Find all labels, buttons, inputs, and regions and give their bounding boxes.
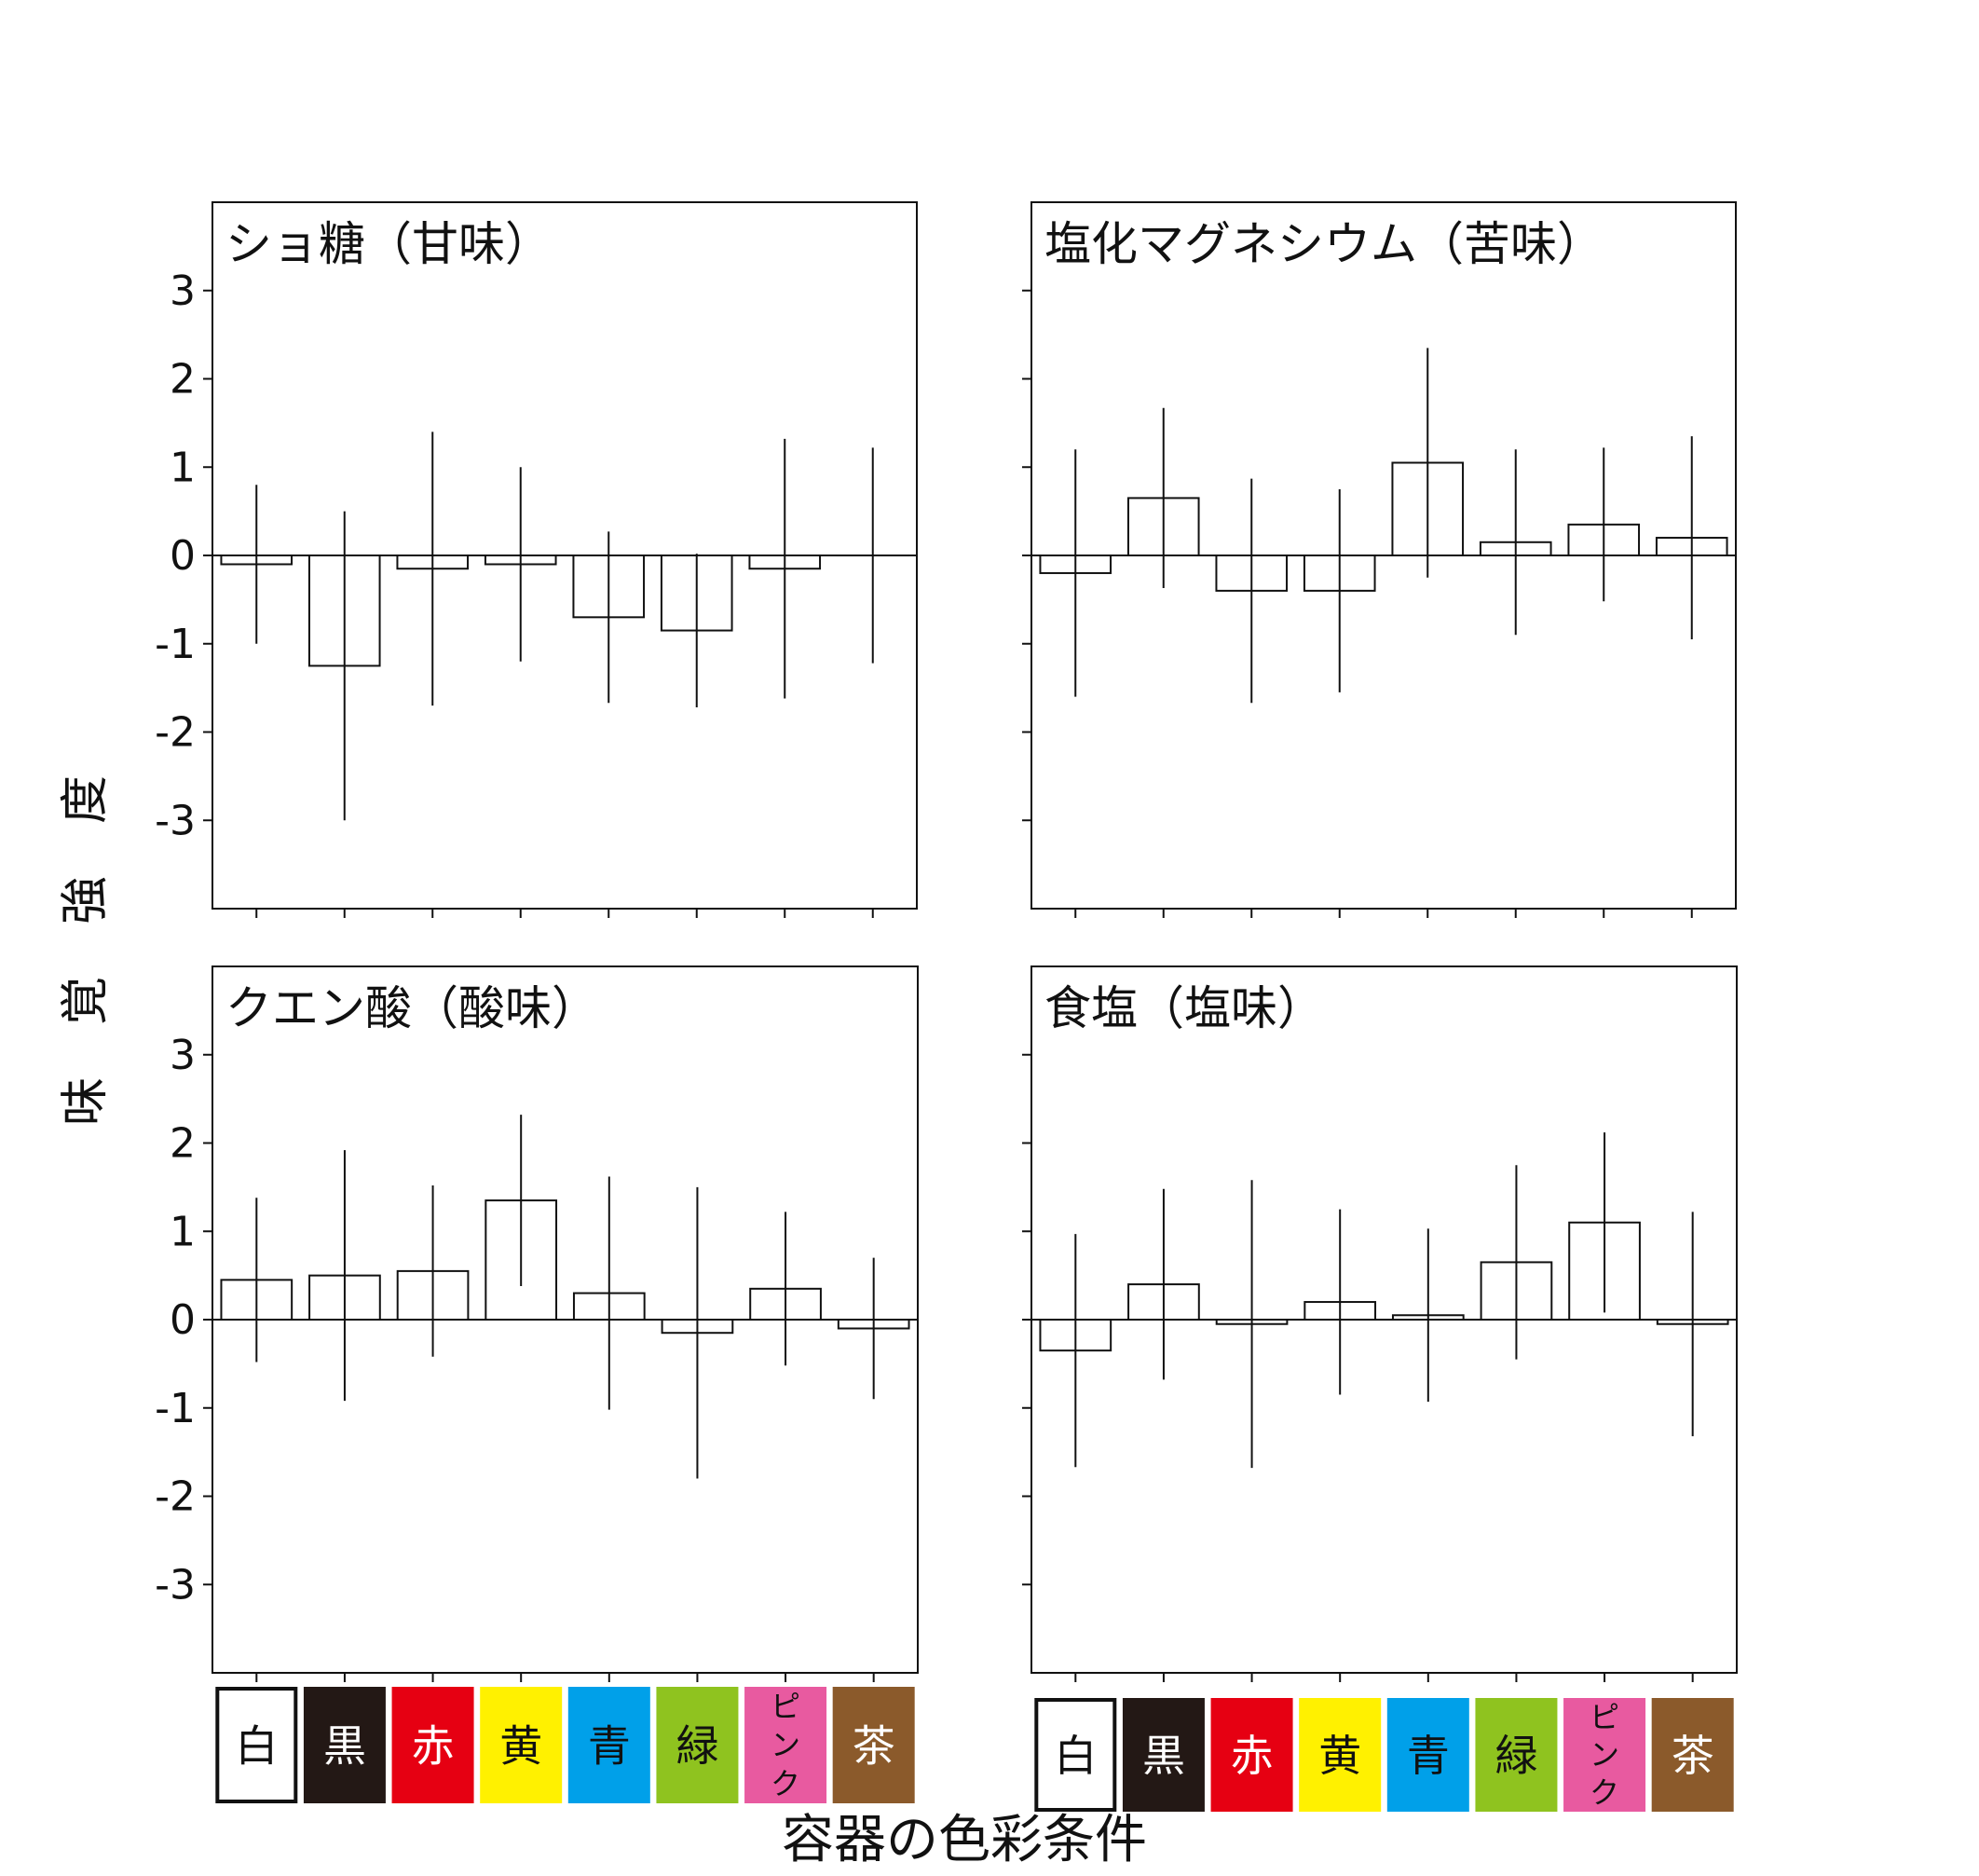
y-axis-label: 味覚強度	[58, 723, 114, 1126]
panel-title: 食塩（塩味）	[1044, 981, 1324, 1035]
y-tick-label: -3	[155, 1561, 196, 1609]
x-axis-label: 容器の色彩条件	[782, 1810, 1147, 1870]
swatch-label: 緑	[676, 1721, 718, 1772]
panel-1: -3 -2 -1 0 1 2 3 ショ糖（甘味）	[155, 201, 918, 918]
swatch-label: 赤	[1231, 1731, 1274, 1781]
swatch-茶	[832, 1687, 915, 1803]
swatch-label: 黒	[1142, 1731, 1185, 1781]
y-tick-label: 2	[170, 356, 196, 404]
swatch-茶	[1651, 1698, 1734, 1812]
panel-4: 食塩（塩味）	[1022, 965, 1738, 1682]
swatch-label: 黄	[1318, 1731, 1361, 1781]
swatch-label: ピンク	[771, 1689, 800, 1801]
swatch-label: 茶	[1672, 1731, 1714, 1781]
y-tick-label: -2	[155, 709, 196, 757]
swatch-黒	[1122, 1698, 1205, 1812]
y-tick-label: 3	[170, 267, 196, 315]
swatch-label: 赤	[412, 1721, 455, 1772]
y-tick-label: 3	[170, 1032, 196, 1079]
swatch-label: 白	[235, 1721, 278, 1772]
swatch-赤	[1210, 1698, 1293, 1812]
category-swatches-2: 白黒赤黄青緑 ピンク 茶	[1034, 1698, 1734, 1812]
swatch-label: 青	[1407, 1731, 1450, 1781]
swatch-黄	[1299, 1698, 1382, 1812]
y-tick-label: -2	[155, 1473, 196, 1521]
swatch-白	[1034, 1698, 1117, 1812]
y-tick-label: -3	[155, 797, 196, 844]
y-tick-label: 2	[170, 1120, 196, 1168]
swatch-ピンク	[1563, 1698, 1646, 1812]
panel-2: 塩化マグネシウム（苦味）	[1022, 201, 1737, 918]
y-tick-label: 0	[170, 532, 196, 580]
swatch-label: 緑	[1494, 1731, 1537, 1781]
y-tick-label: 0	[170, 1296, 196, 1344]
swatch-label: 黒	[323, 1721, 366, 1772]
y-tick-label: 1	[170, 444, 196, 491]
panel-title: 塩化マグネシウム（苦味）	[1044, 217, 1604, 271]
panel-title: ショ糖（甘味）	[225, 217, 552, 271]
swatch-黄	[480, 1687, 563, 1803]
panel-3: -3 -2 -1 0 1 2 3 クエン酸（酸味）	[155, 965, 919, 1682]
swatch-緑	[1475, 1698, 1558, 1812]
swatch-白	[215, 1687, 298, 1803]
swatch-黒	[303, 1687, 386, 1803]
swatch-ピンク	[744, 1687, 827, 1803]
swatch-label: ピンク	[1590, 1699, 1619, 1810]
swatch-label: 黄	[499, 1721, 542, 1772]
category-swatches-1: 白黒赤黄青緑 ピンク 茶	[215, 1687, 915, 1803]
swatch-label: 茶	[853, 1721, 895, 1772]
swatch-緑	[656, 1687, 739, 1803]
y-tick-label: 1	[170, 1208, 196, 1255]
swatch-label: 青	[588, 1721, 631, 1772]
swatch-label: 白	[1054, 1731, 1097, 1781]
swatch-青	[567, 1687, 650, 1803]
y-tick-label: -1	[155, 1385, 196, 1432]
swatch-青	[1386, 1698, 1469, 1812]
y-tick-label: -1	[155, 621, 196, 668]
swatch-赤	[391, 1687, 474, 1803]
panel-title: クエン酸（酸味）	[225, 981, 598, 1035]
